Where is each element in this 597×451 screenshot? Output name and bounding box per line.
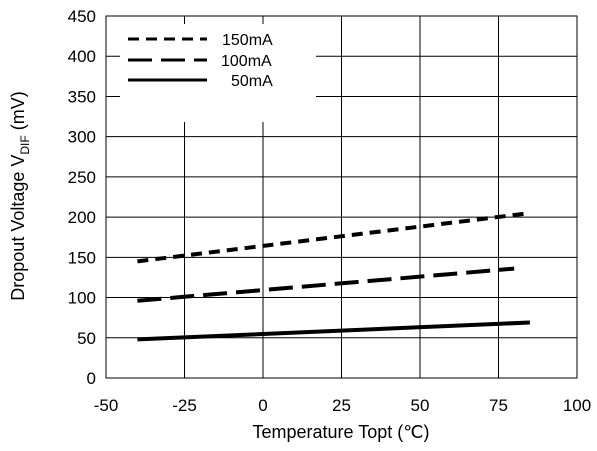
legend-label-150mA: 150mA [222,32,273,49]
legend-label-50mA: 50mA [231,73,273,90]
x-tick-label: 0 [258,396,267,415]
y-tick-label: 0 [87,369,96,388]
y-axis-title-unit: (mV) [8,91,28,135]
tick-labels: 0 50 100 150 200 250 300 350 400 450 -50 -25 0 25 50 75… [68,7,592,415]
x-tick-label: 100 [563,396,591,415]
y-tick-label: 400 [68,47,96,66]
series-line-100mA [137,266,515,303]
y-tick-label: 150 [68,248,96,267]
series-line-50mA [137,320,530,342]
y-tick-label: 450 [68,7,96,26]
x-tick-label: -25 [172,396,197,415]
plot-frame [105,15,578,379]
y-tick-label: 350 [68,87,96,106]
y-axis-title: Dropout Voltage VDIF (mV) [8,91,32,300]
x-tick-label: 50 [411,396,430,415]
legend-label-100mA: 100mA [221,53,272,70]
y-axis-title-main: Dropout Voltage V [8,155,28,301]
y-axis-title-subscript: DIF [18,135,32,154]
legend: 150mA 100mA 50mA [120,24,316,122]
x-tick-label: 75 [489,396,508,415]
y-tick-label: 250 [68,168,96,187]
series-layer [137,211,531,342]
series-line-150mA [137,211,531,264]
y-tick-label: 200 [68,208,96,227]
y-tick-label: 100 [68,289,96,308]
x-tick-label: -50 [94,396,119,415]
x-tick-label: 25 [332,396,351,415]
x-axis-title: Temperature Topt (℃) [253,422,430,442]
y-tick-label: 50 [77,329,96,348]
y-tick-label: 300 [68,128,96,147]
